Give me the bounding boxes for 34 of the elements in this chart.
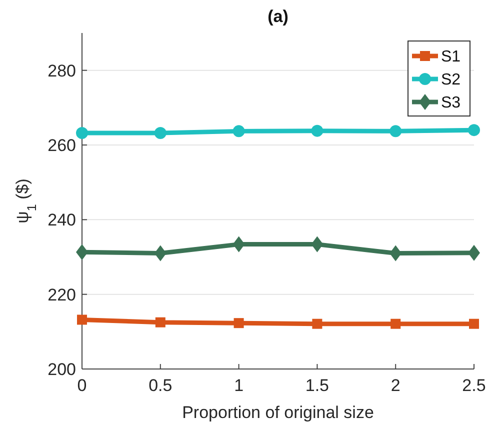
y-tick-label: 220 [48,285,76,304]
x-tick-label: 1 [234,376,244,395]
point [76,244,88,260]
point [77,314,87,325]
point [469,318,479,329]
point [155,317,166,328]
point [234,318,244,328]
point [76,127,88,140]
point [154,127,166,140]
y-tick-label: 200 [48,360,76,379]
x-tick-label: 1.5 [305,376,330,395]
x-tick-label: 2 [390,376,400,395]
point [468,124,480,136]
y-tick-label: 260 [48,136,76,155]
point [311,236,324,252]
point [232,125,245,138]
legend-label: S2 [441,72,461,89]
point [390,125,402,138]
x-tick-label: 0 [77,376,87,395]
point [232,236,245,252]
point [312,318,322,329]
point [390,245,402,262]
x-tick-label: 2.5 [462,376,486,395]
point [390,318,401,329]
y-tick-label: 240 [48,210,76,230]
point [154,245,166,262]
legend-label: S3 [441,94,461,112]
point [311,124,324,137]
x-axis-title: Proportion of original size [182,403,374,422]
legend-label: S1 [441,48,461,66]
y-tick-label: 280 [48,61,76,80]
x-tick-label: 0.5 [148,376,172,395]
chart-title: (a) [268,7,288,26]
point [468,244,480,261]
